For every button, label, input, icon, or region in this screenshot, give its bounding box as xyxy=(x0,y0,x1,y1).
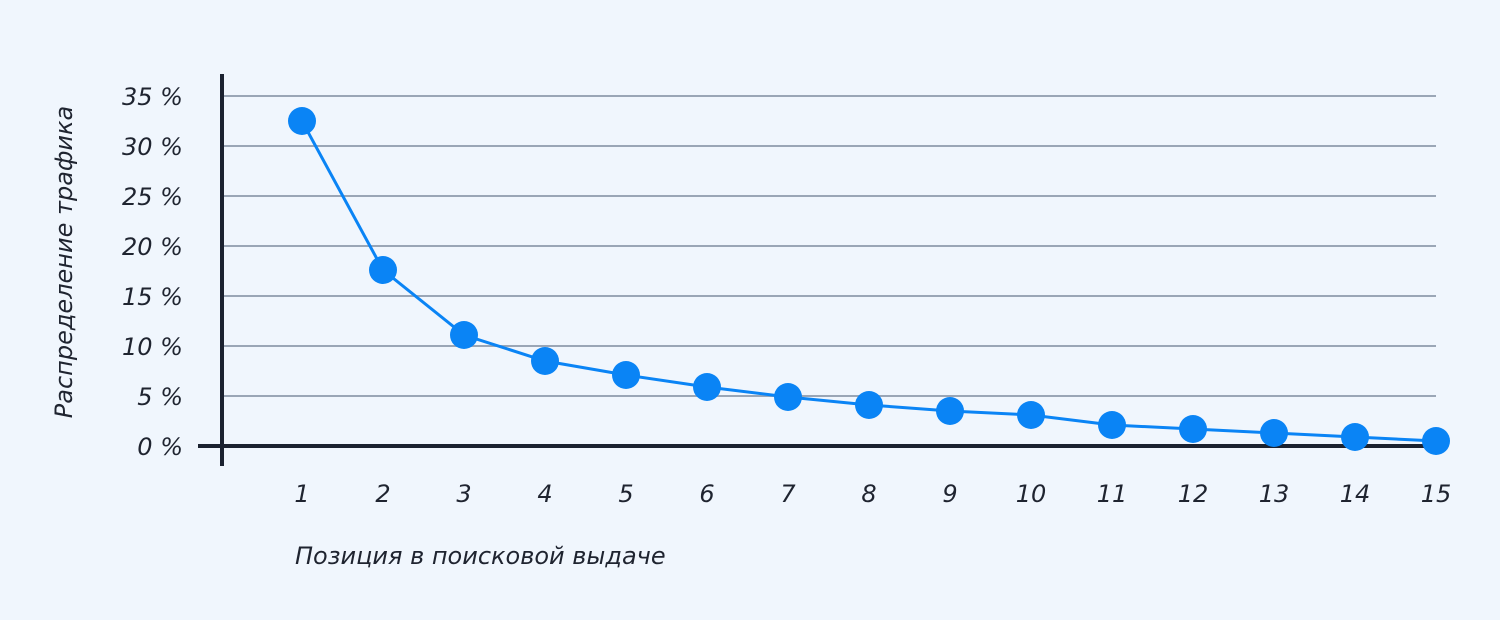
y-tick-label: 15 % xyxy=(122,283,183,311)
data-point xyxy=(936,397,964,425)
x-tick-label: 7 xyxy=(780,480,796,508)
data-point xyxy=(369,256,397,284)
data-point xyxy=(1341,423,1369,451)
y-tick-label: 5 % xyxy=(137,383,183,411)
y-tick-label: 25 % xyxy=(122,183,183,211)
x-tick-label: 14 xyxy=(1340,480,1371,508)
data-point xyxy=(855,391,883,419)
data-point xyxy=(531,347,559,375)
x-axis-title: Позиция в поисковой выдаче xyxy=(295,542,666,570)
x-tick-label: 6 xyxy=(699,480,714,508)
x-tick-labels: 1 2 3 4 5 6 7 8 9 10 11 12 13 14 15 xyxy=(294,480,1451,508)
x-tick-label: 5 xyxy=(618,480,633,508)
data-point xyxy=(288,107,316,135)
y-tick-label: 10 % xyxy=(122,333,183,361)
y-tick-label: 30 % xyxy=(122,133,183,161)
data-point xyxy=(1260,419,1288,447)
x-tick-label: 8 xyxy=(861,480,876,508)
data-point xyxy=(1179,415,1207,443)
y-tick-label: 35 % xyxy=(122,83,183,111)
data-point xyxy=(1017,401,1045,429)
x-tick-label: 4 xyxy=(537,480,552,508)
data-point xyxy=(1422,427,1450,455)
x-tick-label: 15 xyxy=(1421,480,1452,508)
x-tick-label: 9 xyxy=(942,480,957,508)
data-point xyxy=(612,361,640,389)
data-point xyxy=(450,321,478,349)
x-tick-label: 11 xyxy=(1097,480,1128,508)
x-tick-label: 2 xyxy=(375,480,390,508)
x-tick-label: 12 xyxy=(1178,480,1209,508)
data-point xyxy=(774,383,802,411)
x-tick-label: 13 xyxy=(1259,480,1290,508)
x-tick-label: 10 xyxy=(1016,480,1047,508)
grid-lines xyxy=(222,95,1436,397)
x-tick-label: 3 xyxy=(456,480,471,508)
y-tick-label: 20 % xyxy=(122,233,183,261)
axes xyxy=(198,74,1448,466)
x-tick-label: 1 xyxy=(294,480,309,508)
series-layer xyxy=(288,107,1450,455)
y-tick-label: 0 % xyxy=(137,433,183,461)
data-point xyxy=(1098,411,1126,439)
y-tick-labels: 0 % 5 % 10 % 15 % 20 % 25 % 30 % 35 % xyxy=(122,83,183,461)
data-point xyxy=(693,373,721,401)
y-axis-title: Распределение трафика xyxy=(50,106,78,418)
